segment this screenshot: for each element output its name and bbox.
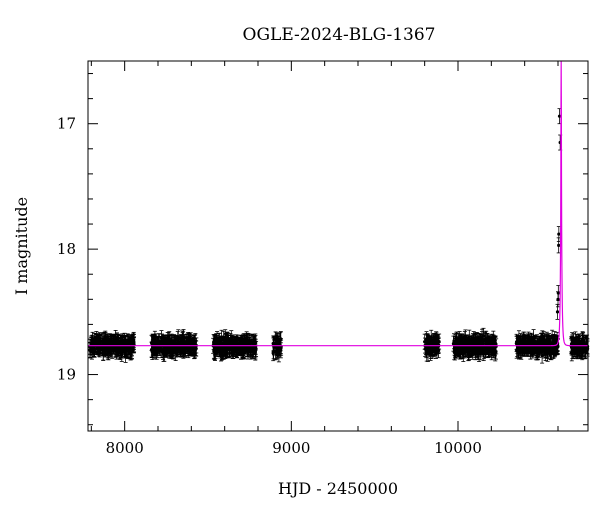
data-point	[110, 347, 114, 352]
data-point-marker	[161, 334, 166, 351]
data-point-marker	[108, 336, 113, 353]
data-point-marker	[186, 340, 191, 356]
data-point	[114, 347, 118, 351]
data-point	[189, 338, 193, 342]
data-point-marker	[173, 335, 178, 352]
data-point	[428, 351, 433, 355]
data-point	[120, 352, 124, 356]
data-point	[435, 341, 439, 345]
data-point-marker	[116, 339, 121, 356]
observing-season-4	[271, 331, 284, 363]
data-point	[116, 345, 121, 349]
data-point-marker	[97, 334, 102, 351]
data-point	[131, 339, 135, 343]
data-point	[423, 347, 427, 351]
data-point	[106, 340, 111, 344]
data-point	[239, 341, 243, 345]
data-point	[162, 340, 166, 345]
data-point	[253, 348, 257, 352]
data-point	[192, 341, 196, 345]
data-point-marker	[113, 341, 118, 357]
observing-season-6	[451, 327, 499, 363]
data-point	[274, 338, 279, 342]
data-point	[213, 340, 217, 344]
data-point	[90, 346, 94, 350]
data-point	[223, 347, 227, 351]
data-point	[242, 349, 246, 353]
data-point	[170, 348, 174, 352]
chart-title: OGLE-2024-BLG-1367	[243, 25, 436, 45]
data-point	[227, 346, 231, 350]
data-point	[271, 351, 275, 355]
data-point	[242, 339, 246, 343]
data-point	[220, 336, 224, 340]
data-point	[114, 336, 118, 340]
data-point	[173, 341, 178, 346]
observing-season-1	[87, 330, 137, 363]
data-point	[181, 348, 185, 352]
data-point	[213, 350, 217, 354]
data-point	[232, 340, 236, 344]
data-point	[171, 346, 175, 350]
data-point	[279, 348, 283, 352]
data-point	[217, 339, 222, 343]
data-point	[220, 346, 224, 350]
data-point-marker	[89, 339, 94, 356]
data-point-marker	[159, 336, 164, 352]
data-point	[98, 341, 102, 345]
data-point	[90, 341, 95, 345]
data-point	[186, 346, 190, 350]
data-point	[126, 348, 130, 353]
data-layer	[87, 60, 590, 364]
